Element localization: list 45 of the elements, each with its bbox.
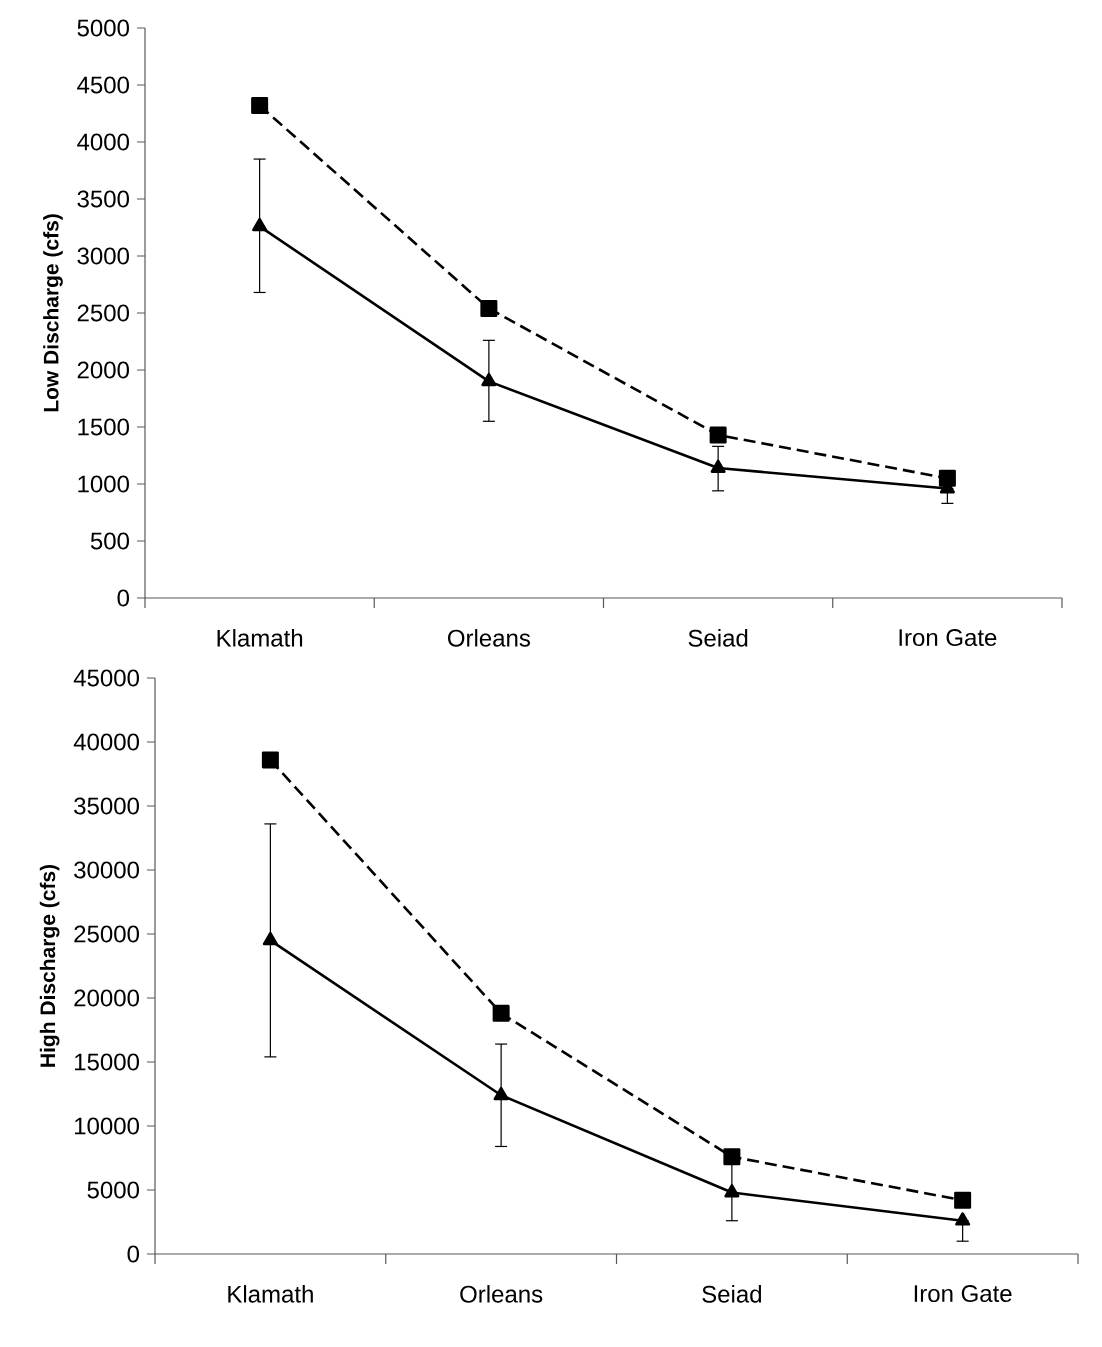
y-tick-label: 15000	[75, 1053, 139, 1071]
point	[261, 751, 279, 769]
y-tick-label: 20000	[74, 989, 139, 1007]
y-tick-label: 35000	[74, 797, 139, 815]
y-tick-label: 2000	[77, 361, 129, 379]
x-tick-label: Klamath	[217, 629, 303, 647]
y-axis-title: High Discharge (cfs)	[39, 864, 60, 1067]
point	[262, 931, 278, 946]
y-tick-label: 3500	[77, 190, 129, 208]
x-tick-label: Orleans	[460, 1285, 543, 1303]
point	[251, 97, 269, 114]
y-tick-label: 500	[90, 532, 129, 550]
y-tick-label: 3000	[77, 247, 129, 265]
y-tick-label: 40000	[73, 733, 139, 751]
point	[481, 372, 497, 387]
y-axis-title: Low Discharge (cfs)	[43, 214, 63, 412]
y-tick-label: 10000	[75, 1117, 139, 1135]
y-tick-label: 25000	[74, 925, 139, 943]
y-tick-label: 5000	[87, 1181, 139, 1199]
x-tick-label: Klamath	[228, 1285, 313, 1303]
y-tick-label: 4000	[77, 133, 129, 151]
point	[493, 1086, 509, 1101]
x-tick-label: Iron Gate	[914, 1285, 1012, 1303]
point	[252, 217, 268, 232]
point	[709, 426, 727, 444]
x-tick-label: Seiad	[702, 1285, 762, 1303]
y-tick-label: 0	[117, 589, 130, 607]
point	[480, 299, 498, 317]
point	[954, 1191, 972, 1209]
y-tick-label: 5000	[77, 19, 129, 37]
point	[955, 1212, 971, 1226]
point	[710, 459, 726, 473]
y-tick-label: 45000	[73, 669, 139, 687]
y-tick-label: 4500	[77, 76, 129, 94]
y-tick-label: 1500	[78, 418, 129, 436]
x-tick-label: Iron Gate	[899, 629, 997, 647]
y-tick-label: 30000	[74, 861, 139, 879]
y-tick-label: 0	[127, 1245, 140, 1263]
point	[724, 1184, 740, 1198]
y-tick-label: 1000	[78, 475, 129, 493]
point	[492, 1004, 510, 1022]
point	[723, 1148, 741, 1166]
y-tick-label: 2500	[77, 304, 129, 322]
x-tick-label: Orleans	[447, 629, 531, 647]
x-tick-label: Seiad	[688, 629, 748, 647]
